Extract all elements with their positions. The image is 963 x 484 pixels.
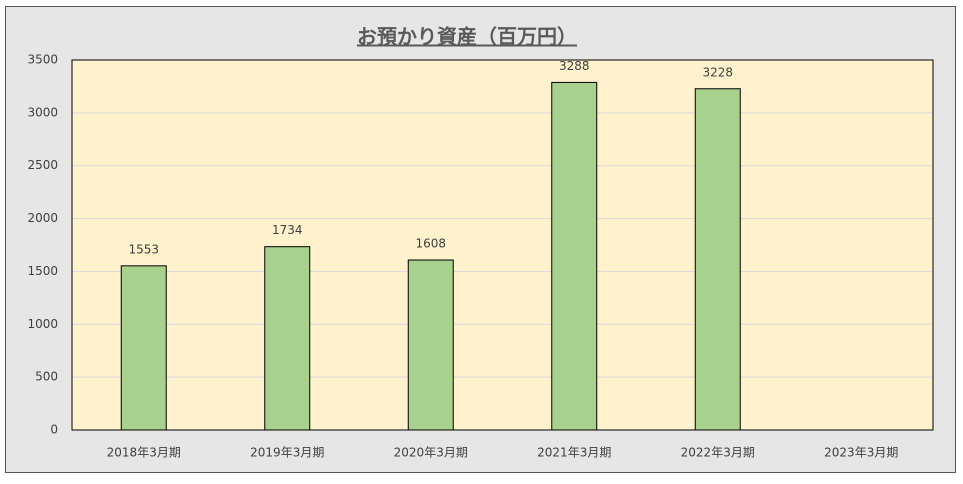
data-label: 1734	[272, 223, 303, 237]
bar	[120, 265, 167, 431]
bar	[407, 259, 454, 431]
x-tick-label: 2019年3月期	[250, 446, 324, 460]
data-label: 3228	[702, 65, 733, 79]
y-tick-label: 500	[35, 370, 58, 384]
y-tick-label: 1000	[27, 317, 58, 331]
x-tick-label: 2023年3月期	[824, 446, 898, 460]
bar	[551, 81, 598, 431]
plot-area	[72, 60, 933, 430]
x-tick-label: 2018年3月期	[107, 446, 181, 460]
x-tick-label: 2022年3月期	[681, 446, 755, 460]
chart-title: お預かり資産（百万円）	[357, 25, 577, 49]
y-tick-label: 2000	[27, 211, 58, 225]
data-label: 1608	[415, 237, 446, 251]
bar	[264, 246, 311, 431]
y-tick-label: 3500	[27, 53, 58, 67]
x-tick-label: 2020年3月期	[394, 446, 468, 460]
y-tick-label: 0	[50, 423, 58, 437]
data-label: 1553	[128, 242, 159, 256]
y-tick-label: 1500	[27, 264, 58, 278]
x-tick-label: 2021年3月期	[537, 446, 611, 460]
y-tick-label: 3000	[27, 105, 58, 119]
data-label: 3288	[559, 59, 590, 73]
bar	[694, 88, 741, 431]
y-tick-label: 2500	[27, 158, 58, 172]
plot-border	[71, 59, 934, 431]
